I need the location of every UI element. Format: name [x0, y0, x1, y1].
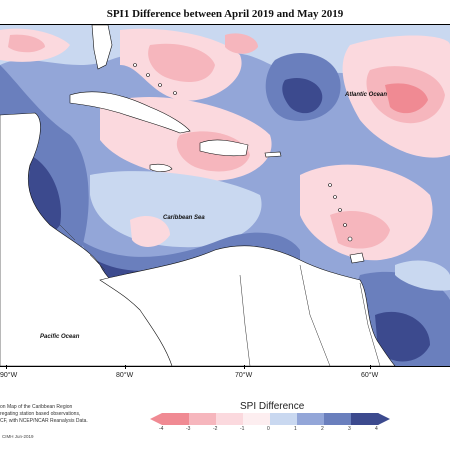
legend-tick-label: 1	[294, 426, 297, 432]
atlantic-ocean-label: Atlantic Ocean	[344, 92, 387, 98]
tick-mark	[244, 365, 245, 369]
lon-label-90w: 90°W	[0, 372, 18, 379]
legend-tick-label: -1	[240, 426, 245, 432]
legend-colorbar	[150, 413, 390, 425]
legend-tick-label: -2	[213, 426, 218, 432]
legend-tick-label: -3	[186, 426, 191, 432]
landmass	[0, 25, 396, 366]
legend-swatch	[243, 413, 271, 425]
legend-tick-label: -4	[159, 426, 164, 432]
lon-label-60w: 60°W	[361, 372, 379, 379]
footnote: on Map of the Caribbean Region regating …	[0, 404, 120, 425]
legend-tick-label: 0	[267, 426, 270, 432]
footnote-line: CF, with NCEP/NCAR Reanalysis Data.	[0, 418, 88, 424]
footnote-line: regating station based observations,	[0, 411, 81, 417]
legend-title: SPI Difference	[240, 401, 305, 412]
anomaly-field	[0, 25, 450, 366]
lon-label-70w: 70°W	[235, 372, 253, 379]
tick-mark	[370, 365, 371, 369]
legend-swatch	[162, 413, 190, 425]
legend-swatch	[297, 413, 325, 425]
tick-mark	[6, 365, 7, 369]
legend-swatch	[324, 413, 352, 425]
pacific-ocean-label: Pacific Ocean	[40, 334, 80, 340]
map-panel: Atlantic Ocean Caribbean Sea Pacific Oce…	[0, 24, 450, 367]
tick-mark	[125, 365, 126, 369]
legend-ticks: -4 -3 -2 -1 0 1 2 3 4	[150, 426, 390, 436]
spi-map: Atlantic Ocean Caribbean Sea Pacific Oce…	[0, 25, 450, 366]
legend-tick-label: 2	[321, 426, 324, 432]
legend-swatch	[216, 413, 244, 425]
legend-swatch	[270, 413, 298, 425]
legend-swatch	[189, 413, 217, 425]
legend-swatch	[150, 413, 162, 425]
legend-tick-label: 3	[348, 426, 351, 432]
lon-label-80w: 80°W	[116, 372, 134, 379]
footnote-line: on Map of the Caribbean Region	[0, 404, 73, 410]
legend-swatch	[378, 413, 390, 425]
legend-tick-label: 4	[375, 426, 378, 432]
copyright-text: CIMH Jun-2019	[2, 434, 34, 439]
caribbean-sea-label: Caribbean Sea	[163, 215, 205, 221]
borders	[59, 224, 381, 366]
legend-swatch	[351, 413, 379, 425]
map-title: SPI1 Difference between April 2019 and M…	[106, 8, 344, 20]
